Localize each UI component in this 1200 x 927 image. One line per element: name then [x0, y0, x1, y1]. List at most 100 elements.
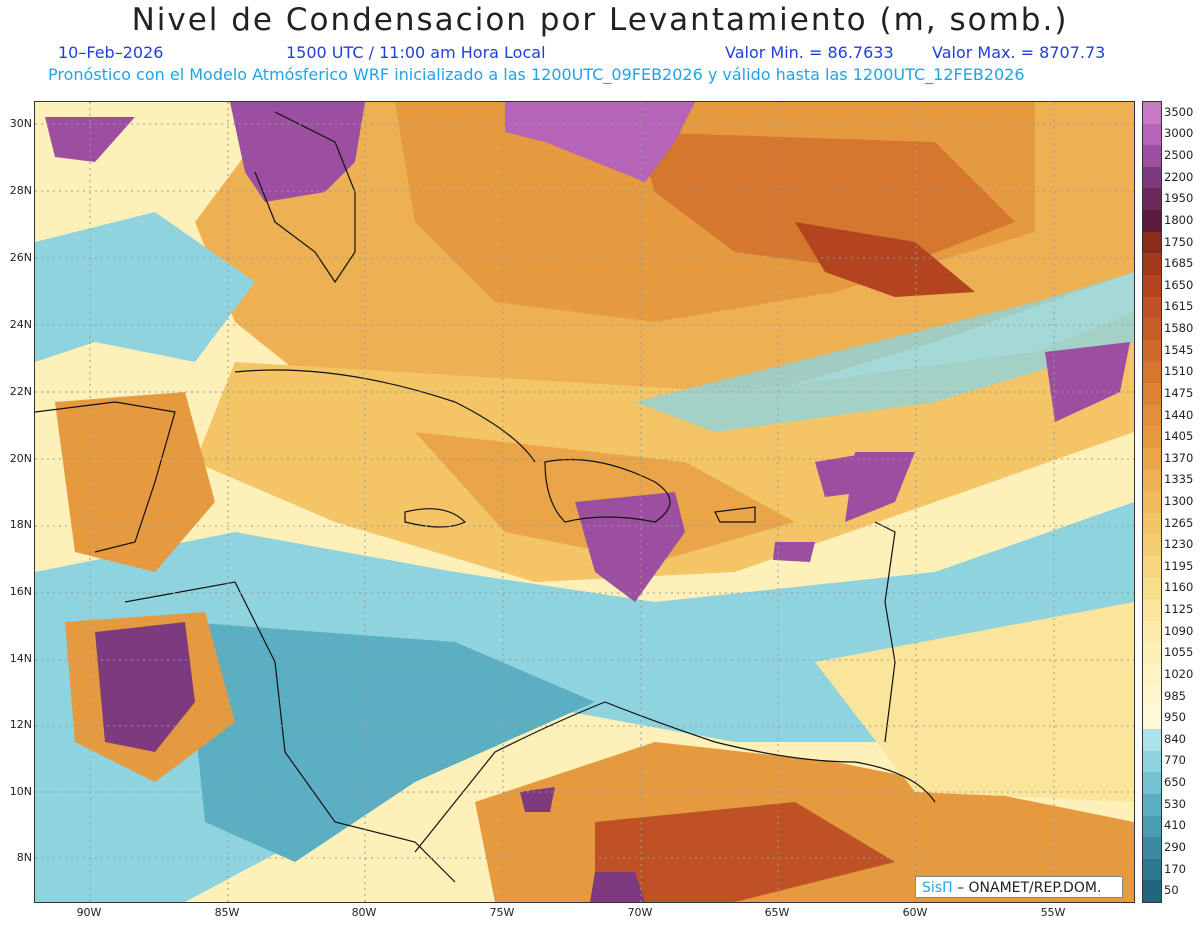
colorbar-segment — [1143, 491, 1161, 514]
time-label: 1500 UTC / 11:00 am Hora Local — [286, 43, 546, 62]
colorbar-label: 1230 — [1164, 537, 1194, 552]
colorbar-label: 290 — [1164, 839, 1186, 854]
map-field — [35, 102, 1134, 902]
forecast-description: Pronóstico con el Modelo Atmósferico WRF… — [48, 65, 1025, 84]
lat-label: 8N — [16, 851, 32, 864]
lon-label: 75W — [489, 906, 515, 919]
colorbar-label: 1335 — [1164, 472, 1194, 487]
colorbar-label: 1125 — [1164, 602, 1194, 617]
colorbar-segment — [1143, 296, 1161, 319]
colorbar-label: 410 — [1164, 818, 1186, 833]
colorbar-label: 840 — [1164, 731, 1186, 746]
lon-label: 70W — [627, 906, 653, 919]
colorbar-segment — [1143, 274, 1161, 298]
colorbar-label: 650 — [1164, 775, 1186, 790]
colorbar-label: 1545 — [1164, 342, 1194, 357]
lon-label: 65W — [764, 906, 790, 919]
colorbar-segment — [1143, 166, 1161, 189]
colorbar-label: 770 — [1164, 753, 1186, 768]
colorbar-segment — [1143, 123, 1161, 146]
colorbar-label: 1160 — [1164, 580, 1194, 595]
colorbar-segment — [1143, 793, 1161, 816]
page-title: Nivel de Condensacion por Levantamiento … — [131, 2, 1069, 38]
colorbar-segment — [1143, 729, 1161, 752]
colorbar-label: 1685 — [1164, 256, 1194, 271]
lat-label: 28N — [9, 184, 32, 197]
colorbar-label: 950 — [1164, 710, 1186, 725]
colorbar-label: 1020 — [1164, 666, 1194, 681]
colorbar-label: 1195 — [1164, 558, 1194, 573]
colorbar-label: 530 — [1164, 796, 1186, 811]
lat-label: 26N — [9, 251, 32, 264]
colorbar-label: 1510 — [1164, 364, 1194, 379]
colorbar-label: 2500 — [1164, 148, 1194, 163]
colorbar-segment — [1143, 837, 1161, 860]
colorbar-segment — [1143, 210, 1161, 233]
colorbar-segment — [1143, 404, 1161, 427]
colorbar-label: 1615 — [1164, 299, 1194, 314]
lon-label: 80W — [351, 906, 377, 919]
credit-box: SisΠ – ONAMET/REP.DOM. — [915, 876, 1123, 898]
colorbar-segment — [1143, 102, 1161, 125]
colorbar-segment — [1143, 383, 1161, 406]
colorbar-segment — [1143, 880, 1161, 903]
colorbar-segment — [1143, 685, 1161, 708]
colorbar-segment — [1143, 231, 1161, 254]
colorbar-segment — [1143, 750, 1161, 773]
colorbar-segment — [1143, 447, 1161, 471]
colorbar-label: 3000 — [1164, 126, 1194, 141]
colorbar-label: 170 — [1164, 861, 1186, 876]
colorbar-segment — [1143, 707, 1161, 730]
colorbar-segment — [1143, 815, 1161, 838]
lon-label: 55W — [1040, 906, 1066, 919]
colorbar-segment — [1143, 556, 1161, 579]
colorbar — [1142, 101, 1162, 903]
graticule — [35, 102, 1134, 902]
colorbar-segment — [1143, 188, 1161, 211]
lat-label: 14N — [9, 652, 32, 665]
colorbar-label: 1405 — [1164, 429, 1194, 444]
lon-label: 85W — [214, 906, 240, 919]
colorbar-label: 1370 — [1164, 450, 1194, 465]
colorbar-label: 1650 — [1164, 277, 1194, 292]
colorbar-segment — [1143, 145, 1161, 168]
colorbar-segment — [1143, 858, 1161, 881]
colorbar-label: 3500 — [1164, 104, 1194, 119]
lat-label: 10N — [9, 785, 32, 798]
lat-label: 24N — [9, 318, 32, 331]
colorbar-segment — [1143, 620, 1161, 644]
colorbar-label: 50 — [1164, 883, 1179, 898]
min-value: Valor Min. = 86.7633 — [725, 43, 894, 62]
colorbar-segment — [1143, 318, 1161, 341]
colorbar-label: 1800 — [1164, 212, 1194, 227]
sispi-logo: SisΠ — [922, 880, 953, 896]
colorbar-label: 1300 — [1164, 494, 1194, 508]
colorbar-label: 1265 — [1164, 515, 1194, 530]
colorbar-segment — [1143, 577, 1161, 600]
colorbar-label: 1055 — [1164, 645, 1194, 660]
date-label: 10–Feb–2026 — [58, 43, 164, 62]
lat-label: 12N — [9, 718, 32, 731]
lat-label: 20N — [9, 452, 32, 465]
colorbar-label: 1750 — [1164, 234, 1194, 249]
colorbar-segment — [1143, 361, 1161, 384]
colorbar-segment — [1143, 512, 1161, 535]
lon-label: 60W — [902, 906, 928, 919]
colorbar-segment — [1143, 599, 1161, 622]
lat-label: 22N — [9, 385, 32, 398]
colorbar-label: 1580 — [1164, 321, 1194, 336]
colorbar-label: 1950 — [1164, 191, 1194, 206]
colorbar-label: 1090 — [1164, 623, 1194, 638]
colorbar-label: 985 — [1164, 688, 1186, 703]
colorbar-segment — [1143, 469, 1161, 492]
max-value: Valor Max. = 8707.73 — [932, 43, 1106, 62]
colorbar-label: 1440 — [1164, 407, 1194, 422]
colorbar-segment — [1143, 426, 1161, 449]
coastline-shapes — [35, 111, 936, 883]
lat-label: 16N — [9, 585, 32, 598]
colorbar-segment — [1143, 339, 1161, 362]
colorbar-segment — [1143, 534, 1161, 557]
colorbar-label: 2200 — [1164, 169, 1194, 184]
lon-label: 90W — [76, 906, 102, 919]
forecast-map — [34, 101, 1135, 903]
